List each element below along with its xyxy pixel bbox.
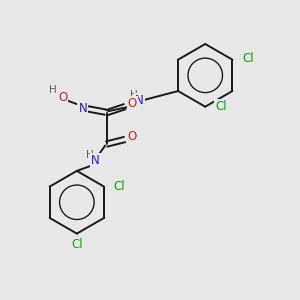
Text: O: O <box>58 91 67 104</box>
Text: O: O <box>128 130 137 143</box>
Text: Cl: Cl <box>242 52 254 65</box>
Text: H: H <box>49 85 57 95</box>
Text: Cl: Cl <box>71 238 83 250</box>
Text: N: N <box>135 94 144 107</box>
Text: H: H <box>86 150 94 160</box>
Text: N: N <box>78 102 87 115</box>
Text: H: H <box>130 90 137 100</box>
Text: N: N <box>91 154 100 167</box>
Text: Cl: Cl <box>215 100 226 113</box>
Text: Cl: Cl <box>114 180 125 193</box>
Text: O: O <box>128 97 137 110</box>
